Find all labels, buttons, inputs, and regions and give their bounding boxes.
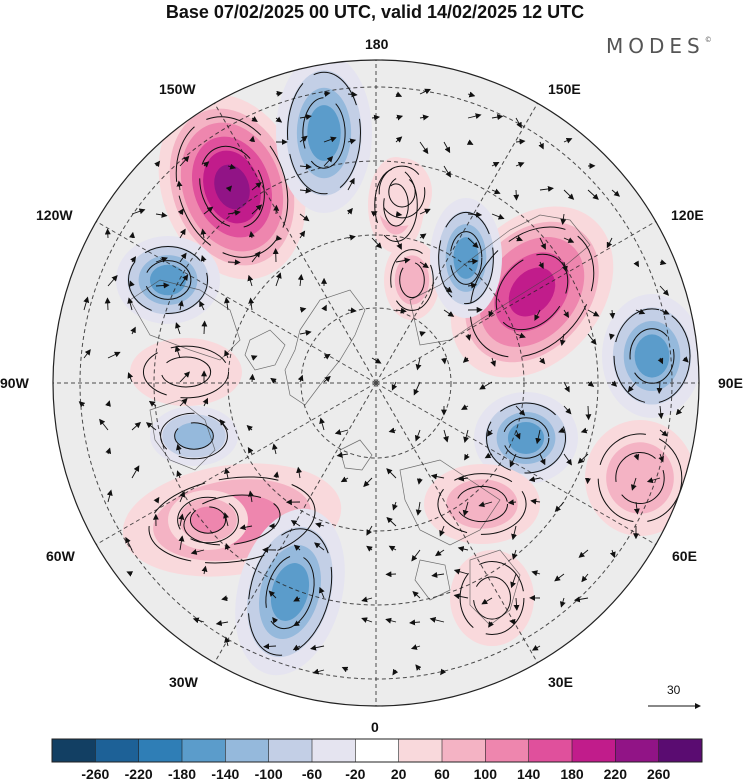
colorbar: [52, 739, 703, 762]
colorbar-tick: -260: [81, 766, 109, 782]
anomaly-contour-band: [635, 334, 670, 377]
colorbar-tick: 260: [647, 766, 670, 782]
colorbar-tick: 20: [391, 766, 407, 782]
lon-label-90w: 90W: [0, 375, 29, 391]
colorbar-tick: 60: [434, 766, 450, 782]
colorbar-bin: [312, 739, 356, 762]
colorbar-tick: 180: [560, 766, 583, 782]
wind-vector: [228, 262, 240, 263]
colorbar-tick: -100: [255, 766, 283, 782]
colorbar-bin: [182, 739, 226, 762]
colorbar-tick: -140: [211, 766, 239, 782]
colorbar-tick: 100: [474, 766, 497, 782]
wind-vector: [204, 321, 205, 334]
lon-label-180: 180: [365, 36, 388, 52]
lon-label-150w: 150W: [159, 81, 196, 97]
colorbar-bin: [485, 739, 529, 762]
colorbar-tick: 220: [604, 766, 627, 782]
lon-label-60e: 60E: [672, 548, 697, 564]
colorbar-bin: [442, 739, 486, 762]
colorbar-bin: [269, 739, 313, 762]
colorbar-bin: [52, 739, 96, 762]
lon-label-90e: 90E: [718, 375, 743, 391]
colorbar-bin: [225, 739, 269, 762]
lon-label-150e: 150E: [548, 81, 581, 97]
colorbar-bin: [659, 739, 703, 762]
reference-vector-label: 30: [667, 683, 680, 697]
lon-label-120e: 120E: [671, 207, 704, 223]
wind-vector: [107, 298, 108, 310]
lon-label-120w: 120W: [36, 207, 73, 223]
colorbar-bin: [572, 739, 616, 762]
colorbar-tick: -60: [302, 766, 322, 782]
colorbar-tick: -180: [168, 766, 196, 782]
colorbar-bin: [399, 739, 443, 762]
colorbar-bin: [95, 739, 139, 762]
anomaly-contour-band: [307, 105, 340, 161]
lon-label-0: 0: [371, 719, 379, 735]
anomaly-contour-band: [372, 158, 432, 226]
anomaly-contour-band: [150, 265, 186, 296]
colorbar-bin: [139, 739, 183, 762]
colorbar-tick: -20: [345, 766, 365, 782]
colorbar-bin: [615, 739, 659, 762]
colorbar-bin: [355, 739, 399, 762]
lon-label-30w: 30W: [169, 674, 198, 690]
colorbar-bin: [529, 739, 573, 762]
wind-vector: [588, 406, 589, 419]
wind-vector: [252, 375, 253, 382]
colorbar-tick: 140: [517, 766, 540, 782]
lon-label-60w: 60W: [46, 548, 75, 564]
polar-map: [0, 0, 750, 783]
colorbar-tick: -220: [125, 766, 153, 782]
lon-label-30e: 30E: [548, 674, 573, 690]
colorbar-tick-labels: -260 -220 -180 -140 -100 -60 -20 20 60 100 140 180 2…: [0, 766, 750, 782]
